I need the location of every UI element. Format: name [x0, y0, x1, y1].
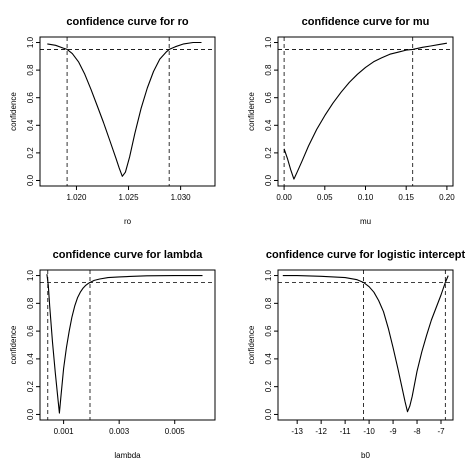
y-tick-label: 0.4 [26, 353, 35, 365]
x-tick-label: -7 [437, 427, 445, 436]
confidence-curve [282, 275, 449, 413]
y-tick-label: 0.6 [264, 92, 273, 104]
x-axis-label: b0 [361, 451, 370, 460]
y-tick-label: 0.6 [26, 92, 35, 104]
x-axis-label: ro [124, 217, 132, 226]
x-axis-label: mu [360, 217, 371, 226]
x-tick-label: 0.20 [439, 193, 455, 202]
chart-title: confidence curve for ro [66, 16, 189, 28]
x-tick-label: -11 [340, 427, 352, 436]
plot-frame [277, 269, 454, 421]
chart-title: confidence curve for lambda [53, 249, 204, 261]
chart-panel-4: confidence curve for logistic intercept 0… [247, 249, 465, 460]
x-tick-label: 0.005 [165, 427, 186, 436]
confidence-curve [46, 274, 203, 414]
y-tick-label: 0.4 [264, 119, 273, 131]
y-tick-label: 1.0 [26, 36, 35, 48]
y-tick-label: 0.8 [264, 297, 273, 309]
plot-frame [39, 36, 216, 187]
y-tick-label: 1.0 [264, 269, 273, 281]
plot-frame [39, 269, 216, 421]
chart-panel-3: confidence curve for lambda 0.0 0.2 0.4 0.6 0… [9, 249, 216, 460]
y-axis-label: confidence [9, 325, 18, 364]
y-tick-label: 0.0 [264, 408, 273, 420]
y-tick-label: 0.6 [26, 325, 35, 337]
y-tick-label: 0.8 [264, 64, 273, 76]
confidence-curve [47, 41, 202, 177]
x-tick-label: 0.05 [317, 193, 333, 202]
x-axis-label: lambda [114, 451, 141, 460]
y-tick-label: 0.8 [26, 64, 35, 76]
x-tick-label: -9 [390, 427, 398, 436]
y-axis-label: confidence [247, 92, 256, 131]
chart-panel-1: confidence curve for ro 0.0 0.2 0.4 0.6 0.8 1.… [9, 16, 216, 226]
y-tick-label: 0.6 [264, 325, 273, 337]
x-tick-label: -8 [413, 427, 421, 436]
y-tick-label: 0.2 [26, 381, 35, 393]
x-tick-label: -12 [315, 427, 327, 436]
x-tick-label: 0.00 [276, 193, 292, 202]
y-tick-label: 0.0 [26, 408, 35, 420]
x-tick-label: -10 [363, 427, 375, 436]
y-tick-label: 0.2 [264, 381, 273, 393]
y-tick-label: 0.2 [264, 147, 273, 159]
chart-title: confidence curve for logistic intercept [266, 249, 466, 261]
y-axis-label: confidence [9, 92, 18, 131]
y-tick-label: 0.0 [26, 174, 35, 186]
y-tick-label: 0.4 [264, 353, 273, 365]
y-tick-label: 1.0 [264, 36, 273, 48]
y-tick-label: 0.8 [26, 297, 35, 309]
x-tick-label: 1.025 [119, 193, 140, 202]
y-axis-label: confidence [247, 325, 256, 364]
y-tick-label: 1.0 [26, 269, 35, 281]
plot-frame [277, 36, 454, 187]
x-tick-label: 0.15 [398, 193, 414, 202]
x-tick-label: 0.10 [358, 193, 374, 202]
chart-title: confidence curve for mu [302, 16, 430, 28]
chart-panel-2: confidence curve for mu 0.0 0.2 0.4 0.6 0.8 1.… [247, 16, 455, 226]
x-tick-label: 0.001 [54, 427, 75, 436]
confidence-curve [283, 42, 447, 180]
y-tick-label: 0.2 [26, 147, 35, 159]
x-tick-label: 1.030 [171, 193, 192, 202]
x-tick-label: -13 [291, 427, 303, 436]
x-tick-label: 1.020 [66, 193, 87, 202]
y-tick-label: 0.0 [264, 174, 273, 186]
x-tick-label: 0.003 [109, 427, 130, 436]
y-tick-label: 0.4 [26, 119, 35, 131]
